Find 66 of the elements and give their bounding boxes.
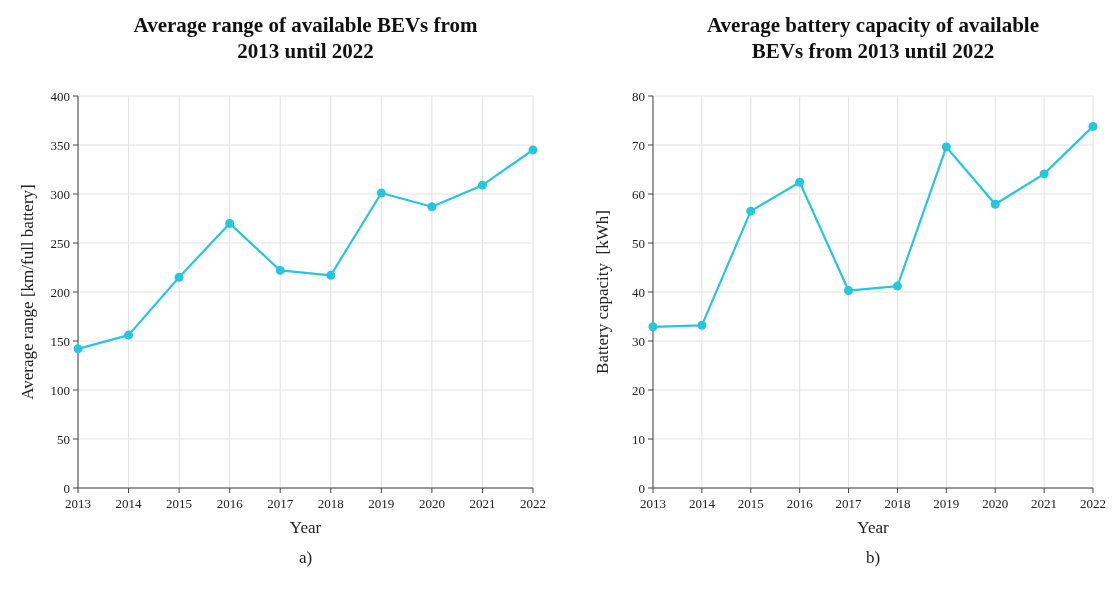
x-tick-label: 2015	[166, 496, 193, 511]
y-tick-label: 400	[50, 88, 70, 104]
point	[795, 177, 805, 187]
point	[1039, 169, 1049, 179]
point	[174, 272, 184, 282]
y-axis-title: Average range [km/full battery]	[18, 184, 37, 400]
y-tick-label: 150	[50, 333, 70, 349]
x-tick-label: 2014	[688, 496, 716, 511]
point	[697, 320, 707, 330]
x-tick-label: 2019	[933, 496, 960, 511]
x-tick-label: 2017	[267, 496, 294, 511]
x-tick-label: 2022	[1080, 496, 1106, 511]
point	[746, 206, 756, 216]
point	[275, 265, 285, 275]
y-tick-label: 100	[50, 382, 70, 398]
y-tick-label: 30	[632, 333, 645, 349]
point	[892, 281, 902, 291]
x-axis-title: Year	[289, 518, 322, 537]
x-tick-label: 2017	[835, 496, 863, 511]
y-tick-label: 20	[632, 382, 645, 398]
x-tick-label: 2020	[982, 496, 1009, 511]
point	[990, 199, 1000, 209]
point	[73, 344, 83, 354]
x-tick-label: 2016	[786, 496, 814, 511]
chart-title: Average range of available BEVs from 2013 until 2022	[133, 13, 478, 63]
x-tick-label: 2013	[65, 496, 91, 511]
y-tick-label: 50	[57, 431, 70, 447]
y-tick-label: 80	[632, 88, 645, 104]
y-tick-label: 10	[632, 431, 645, 447]
point	[1088, 121, 1098, 131]
point	[376, 188, 386, 198]
y-tick-label: 350	[50, 137, 70, 153]
x-tick-label: 2019	[368, 496, 395, 511]
text: a)	[298, 548, 313, 567]
y-tick-label: 50	[632, 235, 645, 251]
point	[124, 330, 134, 340]
text: b)	[865, 548, 881, 567]
y-tick-label: 70	[632, 137, 645, 153]
point	[941, 142, 951, 152]
point	[225, 218, 235, 228]
y-tick-label: 0	[63, 480, 70, 496]
x-tick-label: 2018	[317, 496, 344, 511]
x-tick-label: 2016	[216, 496, 244, 511]
point	[528, 145, 538, 155]
x-tick-label: 2015	[737, 496, 764, 511]
y-tick-label: 250	[50, 235, 70, 251]
x-tick-label: 2013	[640, 496, 666, 511]
y-tick-label: 200	[50, 284, 70, 300]
point	[844, 286, 854, 296]
point	[477, 180, 487, 190]
point	[326, 270, 336, 280]
x-tick-label: 2021	[469, 496, 496, 511]
y-tick-label: 40	[632, 284, 645, 300]
y-axis-title: Battery capacity [kWh]	[593, 210, 612, 374]
y-tick-label: 300	[50, 186, 70, 202]
x-tick-label: 2022	[520, 496, 546, 511]
x-tick-label: 2014	[115, 496, 143, 511]
chart-title: Average battery capacity of available BEVs from 2013 until 2022	[706, 13, 1040, 63]
y-tick-label: 0	[638, 480, 645, 496]
x-axis-title: Year	[857, 518, 889, 537]
x-tick-label: 2020	[418, 496, 445, 511]
point	[648, 322, 658, 332]
y-tick-label: 60	[632, 186, 645, 202]
point	[427, 202, 437, 212]
x-tick-label: 2018	[884, 496, 911, 511]
x-tick-label: 2021	[1031, 496, 1058, 511]
